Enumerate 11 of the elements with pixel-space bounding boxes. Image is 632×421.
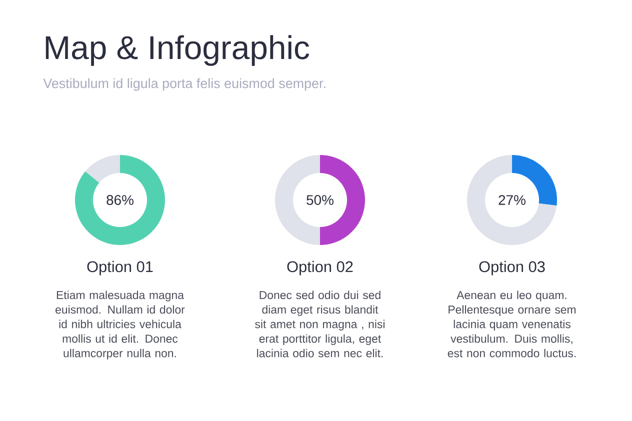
data-label: 27%: [498, 195, 526, 205]
text: Map & Infographic: [46, 35, 310, 66]
text: Etiam malesuada magna euismod. Nullam id dolor id nibh ultricies vehicula mollis ut id elit. Donec ullamcorper nulla non.: [56, 290, 185, 360]
data-label: 86%: [106, 195, 134, 205]
text: Option 03: [479, 260, 545, 276]
text: Vestibulum id ligula porta felis euismod semper.: [43, 78, 326, 91]
text: Option 02: [287, 260, 353, 276]
text: Donec sed odio dui sed diam eget risus blandit sit amet non magna , nisi erat porttitor ligula, eget lacinia odio sem nec elit.: [255, 290, 384, 358]
data-label: 50%: [306, 195, 334, 205]
text: Option 01: [87, 260, 153, 276]
text: Aenean eu leo quam. Pellentesque ornare sem lacinia quam venenatis vestibulum. Duis mollis, est non commodo luctus.: [448, 290, 576, 358]
